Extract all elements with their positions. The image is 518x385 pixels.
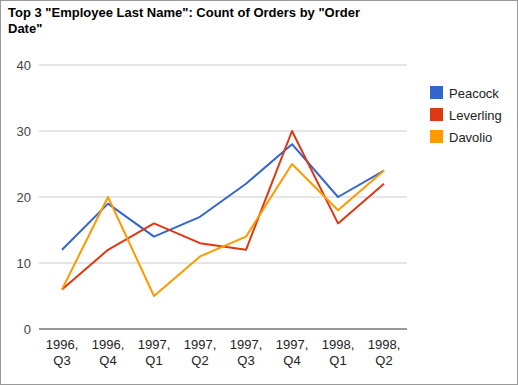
x-tick-line: Q4 bbox=[283, 353, 300, 368]
x-tick-line: 1997, bbox=[230, 337, 263, 352]
x-tick-label: 1997,Q1 bbox=[138, 337, 171, 368]
x-tick-line: 1996, bbox=[46, 337, 79, 352]
x-tick-label: 1997,Q2 bbox=[184, 337, 217, 368]
y-tick-label: 20 bbox=[17, 190, 31, 205]
x-tick-label: 1997,Q4 bbox=[276, 337, 309, 368]
series-line bbox=[62, 131, 384, 289]
x-tick-line: Q2 bbox=[375, 353, 392, 368]
x-tick-label: 1996,Q3 bbox=[46, 337, 79, 368]
plot-area bbox=[62, 131, 384, 296]
legend-swatch bbox=[430, 130, 443, 143]
x-tick-label: 1998,Q1 bbox=[322, 337, 355, 368]
grid-line bbox=[39, 131, 407, 132]
x-tick-line: 1998, bbox=[322, 337, 355, 352]
x-tick-line: 1997, bbox=[138, 337, 171, 352]
x-tick-line: Q3 bbox=[53, 353, 70, 368]
x-tick-line: 1997, bbox=[184, 337, 217, 352]
x-tick-line: 1997, bbox=[276, 337, 309, 352]
legend-swatch bbox=[430, 86, 443, 99]
title: Top 3 "Employee Last Name": Count of Ord… bbox=[8, 5, 360, 36]
title-line: Top 3 "Employee Last Name": Count of Ord… bbox=[8, 5, 360, 20]
x-tick-line: 1998, bbox=[368, 337, 401, 352]
x-tick-line: Q4 bbox=[99, 353, 116, 368]
background bbox=[1, 1, 518, 385]
y-tick-label: 0 bbox=[24, 322, 31, 337]
y-tick-label: 30 bbox=[17, 124, 31, 139]
title-line: Date" bbox=[8, 21, 42, 36]
x-tick-label: 1996,Q4 bbox=[92, 337, 125, 368]
x-tick-label: 1998,Q2 bbox=[368, 337, 401, 368]
legend-label: Davolio bbox=[449, 130, 492, 145]
chart: Top 3 "Employee Last Name": Count of Ord… bbox=[0, 0, 518, 385]
series-line bbox=[62, 164, 384, 296]
y-tick-label: 10 bbox=[17, 256, 31, 271]
legend-label: Peacock bbox=[449, 86, 499, 101]
x-tick-line: 1996, bbox=[92, 337, 125, 352]
x-tick-line: Q3 bbox=[237, 353, 254, 368]
y-tick-label: 40 bbox=[17, 58, 31, 73]
x-tick-label: 1997,Q3 bbox=[230, 337, 263, 368]
legend-label: Leverling bbox=[449, 108, 502, 123]
grid-line bbox=[39, 65, 407, 66]
x-tick-line: Q1 bbox=[145, 353, 162, 368]
grid-line bbox=[39, 329, 407, 330]
x-tick-line: Q2 bbox=[191, 353, 208, 368]
x-tick-line: Q1 bbox=[329, 353, 346, 368]
series-line bbox=[62, 144, 384, 250]
legend-swatch bbox=[430, 108, 443, 121]
